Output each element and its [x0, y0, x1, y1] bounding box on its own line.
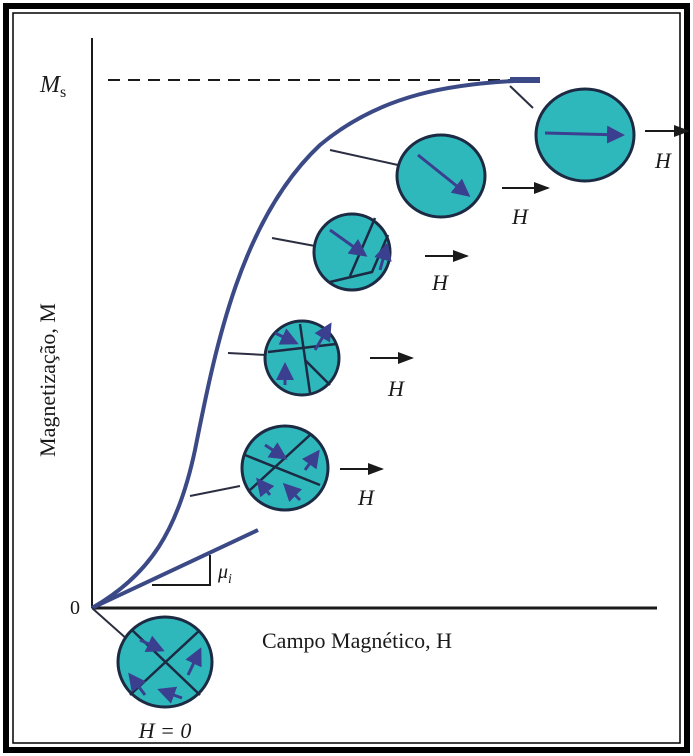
y-axis-label: Magnetização, M	[35, 303, 60, 457]
domain	[242, 426, 328, 510]
zero-field-label: H = 0	[138, 718, 192, 743]
initial-slope	[92, 530, 258, 608]
field-label: H	[357, 485, 375, 510]
saturation-label: Ms	[39, 72, 66, 101]
leader	[330, 150, 398, 165]
leader	[190, 486, 240, 496]
field-label: H	[511, 204, 529, 229]
origin-label: 0	[70, 597, 80, 619]
domain	[397, 135, 485, 217]
domain	[314, 214, 390, 290]
slope-label: μi	[217, 561, 232, 587]
diagram: Ms Magnetização, M Campo Magnético, H 0 …	[0, 0, 693, 756]
leader	[510, 86, 533, 108]
x-axis-label: Campo Magnético, H	[262, 628, 452, 653]
field-label: H	[654, 148, 672, 173]
leader	[92, 608, 128, 640]
field-label: H	[431, 270, 449, 295]
leader	[272, 238, 315, 246]
slope-triangle	[152, 555, 210, 585]
field-label: H	[387, 376, 405, 401]
leader	[228, 353, 266, 355]
moment-arrow	[545, 133, 622, 135]
